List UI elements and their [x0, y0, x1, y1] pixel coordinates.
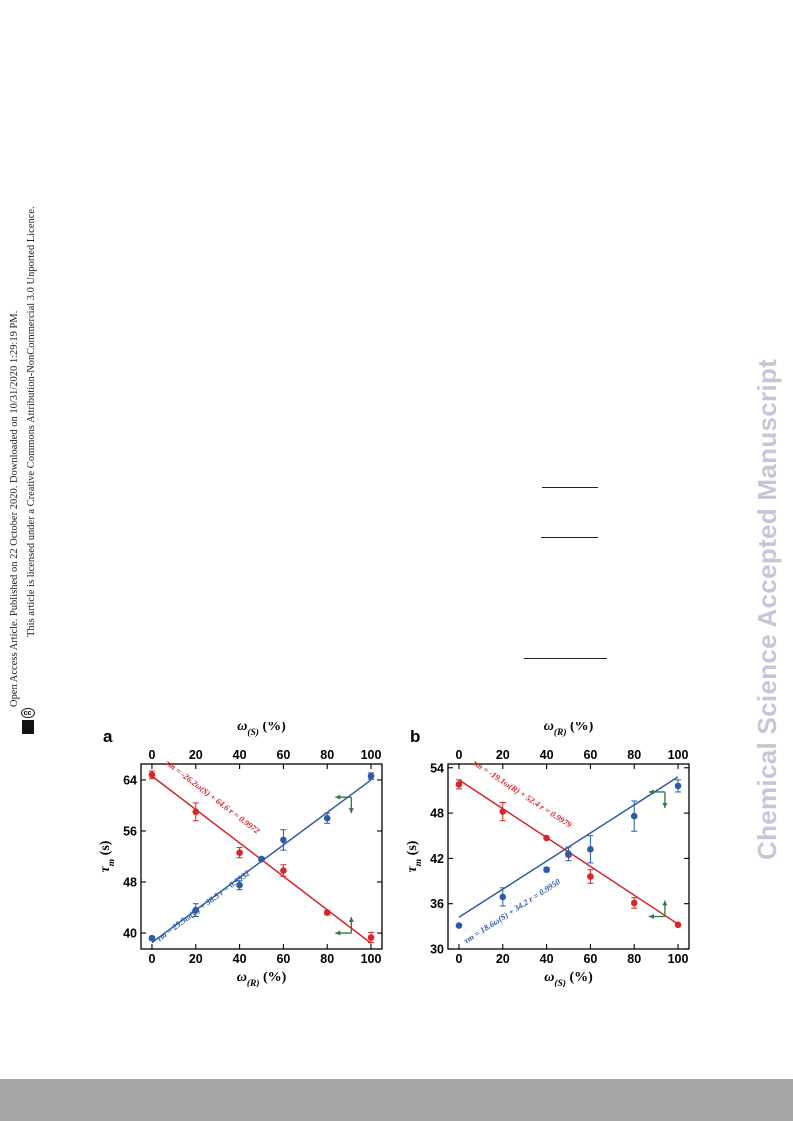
x2-tick-label: 0: [148, 748, 155, 762]
x2-tick-label: 20: [189, 748, 203, 762]
arrow-head: [335, 794, 341, 800]
x2-axis-title: ω(S) (%): [237, 722, 286, 738]
data-point: [674, 782, 682, 790]
data-point: [543, 866, 550, 874]
data-point: [367, 772, 375, 780]
data-point: [543, 834, 550, 842]
y-tick-label: 42: [430, 852, 444, 866]
y-tick-label: 56: [123, 824, 137, 838]
fit-equation-label: τm = 18.6ω(S) + 34.2 r = 0.9950: [462, 876, 563, 946]
data-point: [630, 899, 638, 907]
x2-tick-label: 100: [361, 748, 382, 762]
data-point: [192, 906, 200, 914]
data-point: [455, 922, 463, 929]
plot-frame: [447, 763, 690, 950]
x-tick-label: 80: [627, 952, 641, 966]
footer-band: [0, 1079, 793, 1121]
y-axis-title: τm (s): [98, 840, 117, 872]
data-point: [499, 808, 507, 815]
data-point: [455, 781, 463, 788]
x-tick-label: 60: [583, 952, 597, 966]
plot-frame: [140, 763, 383, 950]
data-point: [323, 909, 331, 916]
x2-tick-label: 100: [668, 748, 689, 762]
text-rule: [524, 658, 607, 659]
arrow-head: [648, 789, 654, 795]
y-tick-label: 54: [430, 761, 444, 775]
data-point: [499, 893, 507, 901]
x2-axis-title: ω(R) (%): [544, 722, 594, 738]
x-tick-label: 60: [276, 952, 290, 966]
fit-equation-label: τm = -19.1ω(R) + 52.4 r = 0.9979: [471, 757, 574, 830]
arrow-head: [348, 917, 354, 923]
axis-indicator-arrow: [335, 794, 354, 814]
x-tick-label: 0: [148, 952, 155, 966]
y-tick-label: 36: [430, 897, 444, 911]
cc-licence-badge[interactable]: cc: [20, 708, 35, 734]
fit-equation-label: τm = 25.5ω(R) + 38.5 r = 0.9932: [154, 867, 252, 943]
x-axis-title: ω(R) (%): [237, 970, 287, 987]
x-tick-label: 100: [361, 952, 382, 966]
x2-tick-label: 60: [276, 748, 290, 762]
text-rule: [541, 537, 598, 538]
x-tick-label: 20: [189, 952, 203, 966]
x2-tick-label: 80: [627, 748, 641, 762]
panel-label: a: [103, 727, 113, 746]
x-tick-label: 40: [540, 952, 554, 966]
data-point: [192, 808, 200, 816]
journal-watermark: Chemical Science Accepted Manuscript: [752, 358, 782, 860]
x-tick-label: 0: [455, 952, 462, 966]
data-point: [236, 881, 243, 889]
series-0: τm = -19.1ω(R) + 52.4 r = 0.9979: [455, 757, 682, 929]
data-point: [280, 836, 287, 844]
x2-tick-label: 20: [496, 748, 510, 762]
data-point: [367, 934, 375, 941]
data-point: [674, 921, 682, 929]
chart-panel-a: a 0 20 40 60 80 100 0 20 40 60 80 100 40 48 56 64 ω(R) (%…: [98, 722, 383, 987]
arrow-head: [335, 930, 341, 936]
x2-tick-label: 80: [320, 748, 334, 762]
x-tick-label: 40: [233, 952, 247, 966]
y-tick-label: 48: [430, 807, 444, 821]
y-tick-label: 30: [430, 943, 444, 957]
data-point: [258, 855, 265, 863]
data-point: [323, 814, 331, 822]
data-point: [587, 873, 594, 880]
panel-label: b: [410, 727, 420, 746]
chart-panel-b: b 0 20 40 60 80 100 0 20 40 60 80 100 30 36 42 48 54 ω(S) …: [405, 722, 690, 987]
series-1: τm = 25.5ω(R) + 38.5 r = 0.9932: [148, 772, 375, 944]
data-point: [587, 846, 594, 853]
y-axis-title: τm (s): [405, 840, 424, 872]
series-1: τm = 18.6ω(S) + 34.2 r = 0.9950: [455, 776, 682, 946]
axis-indicator-arrow: [648, 789, 668, 808]
x2-tick-label: 60: [583, 748, 597, 762]
licence-note: This article is licensed under a Creativ…: [26, 206, 37, 637]
publication-note: Open Access Article. Published on 22 Oct…: [9, 310, 20, 707]
data-point: [148, 771, 156, 779]
data-point: [565, 850, 572, 858]
y-tick-label: 40: [123, 927, 137, 941]
x2-tick-label: 40: [233, 748, 247, 762]
by-nc-icon: [21, 720, 34, 734]
arrow-head: [662, 802, 668, 808]
y-tick-label: 48: [123, 876, 137, 890]
x2-tick-label: 40: [540, 748, 554, 762]
arrow-head: [648, 914, 654, 920]
text-rule: [542, 487, 598, 488]
x-tick-label: 100: [668, 952, 689, 966]
cc-icon: cc: [20, 708, 35, 719]
axis-indicator-arrow: [335, 917, 354, 936]
x2-tick-label: 0: [455, 748, 462, 762]
data-point: [280, 867, 287, 874]
x-tick-label: 20: [496, 952, 510, 966]
axis-indicator-arrow: [648, 900, 668, 920]
x-tick-label: 80: [320, 952, 334, 966]
data-point: [236, 849, 243, 856]
x-axis-title: ω(S) (%): [544, 970, 593, 987]
arrow-head: [348, 808, 354, 814]
data-point: [630, 812, 638, 820]
arrow-head: [662, 900, 668, 906]
data-point: [148, 934, 156, 942]
y-tick-label: 64: [123, 773, 137, 787]
